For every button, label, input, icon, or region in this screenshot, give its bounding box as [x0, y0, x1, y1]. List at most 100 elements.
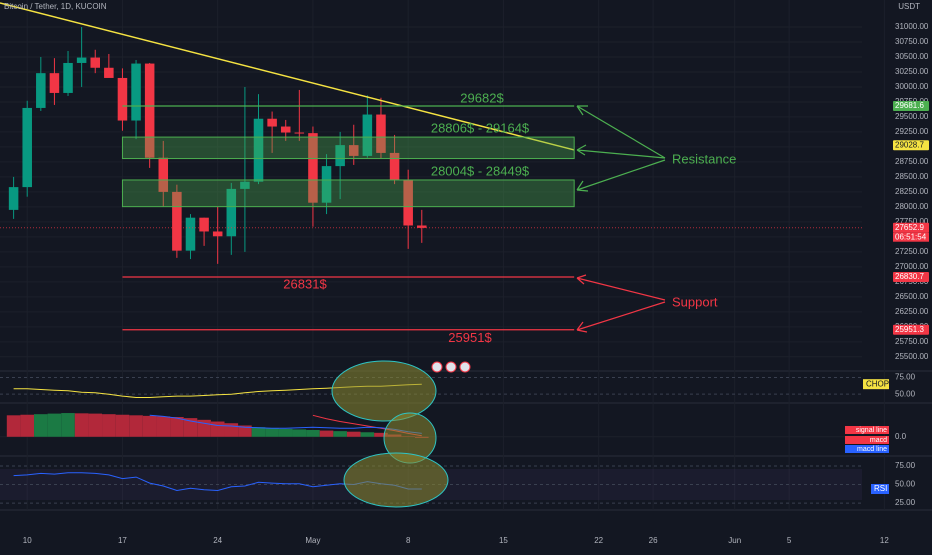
indicator-tag: [863, 379, 889, 390]
x-tick-label: 24: [213, 536, 222, 545]
x-tick-label: Jun: [728, 536, 741, 545]
macd-bar: [183, 418, 198, 437]
candle-body: [267, 118, 277, 127]
level-label: 26831$: [283, 276, 327, 291]
trendline: [0, 2, 575, 151]
candle-body: [212, 231, 223, 237]
level-label: 29682$: [460, 90, 504, 105]
macd-bar: [346, 431, 361, 437]
y-tick-label: 28000.00: [895, 202, 929, 211]
macd-bar: [374, 432, 388, 437]
price-tag: [893, 101, 929, 112]
macd-bar: [333, 431, 347, 437]
indicator-name: RSI: [874, 484, 887, 493]
candle-body: [185, 217, 196, 251]
candle-body: [22, 107, 32, 188]
candle-body: [49, 73, 60, 93]
candle-body: [226, 188, 237, 237]
price-tag-label: 29681.6: [895, 101, 924, 110]
macd-bar: [115, 414, 130, 437]
candle-body: [280, 126, 291, 133]
macd-bar: [319, 430, 334, 437]
x-tick-label: May: [305, 536, 320, 545]
x-tick-label: 22: [594, 536, 603, 545]
candle-body: [76, 57, 87, 63]
macd-bar: [265, 428, 279, 437]
macd-bar: [88, 413, 103, 437]
y-tick-label: 29500.00: [895, 112, 929, 121]
y-tick-label: 27000.00: [895, 262, 929, 271]
y-tick-label: 50.00: [895, 389, 916, 398]
highlight: [343, 452, 449, 508]
macd-bar: [251, 427, 266, 437]
indicator-name: CHOP: [866, 379, 889, 388]
y-tick-label: 0.0: [895, 432, 907, 441]
zone-label: 28004$ - 28449$: [431, 163, 530, 178]
support-arrows: [576, 274, 666, 333]
price-tag-label: 29028.7: [895, 140, 924, 149]
legend-tag: [845, 436, 889, 444]
macd-bar: [102, 414, 116, 437]
candle-body: [403, 179, 413, 226]
macd-bar: [156, 416, 171, 437]
macd-bar: [170, 417, 184, 437]
price-tag: [893, 222, 929, 233]
candle-body: [294, 132, 305, 134]
y-tick-label: 28500.00: [895, 172, 929, 181]
price-tag: [893, 140, 929, 151]
annotation: Support: [672, 294, 718, 309]
y-tick-label: 31000.00: [895, 22, 929, 31]
candle-body: [131, 63, 141, 121]
price-tag-label: 27652.9: [895, 223, 924, 232]
candle-body: [90, 57, 101, 68]
level-label: 25951$: [448, 330, 492, 345]
macd-bar: [61, 413, 75, 437]
y-tick-label: 27250.00: [895, 247, 929, 256]
event-icons: [431, 361, 471, 373]
price-tag-label: 25951.3: [895, 325, 924, 334]
y-tick-label: 75.00: [895, 373, 916, 382]
macd-bar: [210, 421, 225, 437]
highlight: [331, 360, 437, 422]
x-tick-label: 17: [118, 536, 127, 545]
macd-bar: [238, 425, 252, 437]
legend-label: signal line: [856, 427, 887, 434]
macd-bar: [47, 413, 62, 437]
x-tick-label: 26: [649, 536, 658, 545]
zone: [121, 179, 575, 208]
y-tick-label: 25.00: [895, 498, 916, 507]
zone-label: 28806$ - 29164$: [431, 121, 530, 136]
macd-bar: [278, 428, 293, 437]
candle-body: [104, 67, 114, 78]
x-tick-label: 12: [880, 536, 889, 545]
y-tick-label: 26500.00: [895, 292, 929, 301]
macd-bar: [306, 430, 320, 437]
legend-label: macd: [870, 437, 887, 444]
y-tick-label: 30500.00: [895, 52, 929, 61]
candle-body: [321, 166, 332, 203]
candle-body: [8, 187, 19, 210]
candle-body: [253, 118, 264, 182]
y-tick-label: 26250.00: [895, 307, 929, 316]
y-tick-label: 25750.00: [895, 337, 929, 346]
candle-body: [362, 114, 373, 156]
y-tick-label: 27750.00: [895, 217, 929, 226]
macd-bar: [142, 415, 157, 437]
annotation: Resistance: [672, 151, 736, 166]
candle-body: [158, 157, 169, 192]
candle-body: [36, 73, 46, 108]
y-tick-label: 75.00: [895, 461, 916, 470]
candle-body: [348, 145, 359, 156]
indicator-tag: [871, 483, 889, 494]
x-tick-label: 15: [499, 536, 508, 545]
x-tick-label: 5: [787, 536, 792, 545]
legend-tag: [845, 445, 889, 453]
countdown-tag: [893, 232, 929, 242]
macd-bar: [74, 413, 89, 437]
zone: [121, 136, 575, 160]
countdown: 06:51:54: [895, 232, 927, 241]
y-tick-label: 28750.00: [895, 157, 929, 166]
y-tick-label: 30750.00: [895, 37, 929, 46]
